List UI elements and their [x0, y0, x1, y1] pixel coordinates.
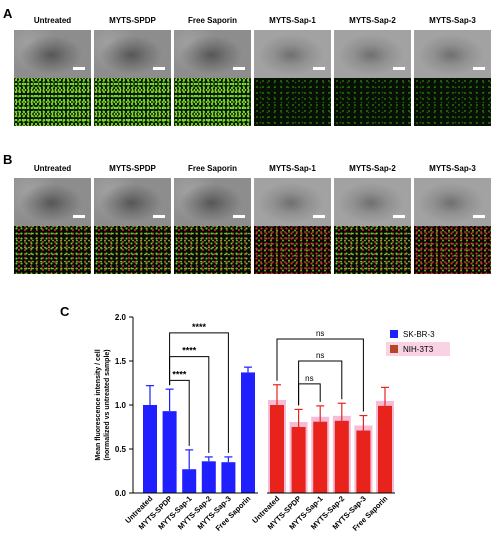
- scale-bar: [313, 215, 325, 218]
- scale-bar: [73, 67, 85, 70]
- micrograph-brightfield: [414, 30, 491, 78]
- panel-b-grid: Untreated MYTS-SPDP Free Saporin MYTS-Sa…: [14, 164, 496, 274]
- panel-b-col-label: MYTS-Sap-1: [269, 164, 316, 173]
- significance-bracket-label: ns: [316, 351, 324, 360]
- micrograph-brightfield: [254, 30, 331, 78]
- bar: [162, 411, 177, 493]
- micrograph-fluorescence: [94, 78, 171, 126]
- significance-bracket: [276, 338, 364, 412]
- scale-bar: [393, 67, 405, 70]
- legend-swatch-nih3t3: [390, 345, 398, 353]
- bar: [313, 421, 328, 493]
- micrograph-brightfield: [334, 30, 411, 78]
- micrograph-fluorescence: [94, 226, 171, 274]
- scale-bar: [313, 67, 325, 70]
- micrograph-fluorescence: [334, 78, 411, 126]
- micrograph-fluorescence: [174, 78, 251, 126]
- significance-bracket: [169, 332, 229, 453]
- scale-bar: [233, 215, 245, 218]
- micrograph-fluorescence: [14, 226, 91, 274]
- bar: [334, 420, 349, 493]
- significance-bracket-label: ****: [172, 369, 187, 379]
- panel-b-col-label: MYTS-Sap-2: [349, 164, 396, 173]
- bar: [182, 469, 197, 493]
- y-tick-label: 1.0: [115, 401, 127, 410]
- scale-bar: [153, 67, 165, 70]
- panel-b-col-label: MYTS-Sap-3: [429, 164, 476, 173]
- scale-bar: [153, 215, 165, 218]
- micrograph-fluorescence: [414, 226, 491, 274]
- significance-bracket-label: ns: [305, 374, 313, 383]
- significance-bracket-label: ****: [192, 322, 207, 332]
- micrograph-fluorescence: [414, 78, 491, 126]
- micrograph-fluorescence: [254, 226, 331, 274]
- micrograph-brightfield: [94, 30, 171, 78]
- micrograph-brightfield: [174, 30, 251, 78]
- y-tick-label: 2.0: [115, 313, 127, 322]
- panel-a-col-label: MYTS-Sap-3: [429, 16, 476, 25]
- panel-a-col-label: MYTS-Sap-2: [349, 16, 396, 25]
- legend-label-nih3t3: NIH-3T3: [403, 345, 434, 354]
- y-axis-label: (normalized vs untreated sample): [104, 349, 111, 460]
- panel-a-col-label: Free Saporin: [188, 16, 237, 25]
- legend-highlight: [386, 342, 450, 356]
- bar: [201, 461, 216, 493]
- micrograph-brightfield: [14, 30, 91, 78]
- y-tick-label: 1.5: [115, 357, 127, 366]
- micrograph-fluorescence: [14, 78, 91, 126]
- bar: [221, 462, 236, 493]
- scale-bar: [473, 215, 485, 218]
- bar: [378, 405, 392, 493]
- panel-a-grid: Untreated MYTS-SPDP Free Saporin MYTS-Sa…: [14, 16, 496, 126]
- micrograph-brightfield: [254, 178, 331, 226]
- micrograph-fluorescence: [334, 226, 411, 274]
- panel-b-header: Untreated MYTS-SPDP Free Saporin MYTS-Sa…: [14, 164, 496, 180]
- panel-b-col-label: Free Saporin: [188, 164, 237, 173]
- significance-bracket: [298, 383, 321, 406]
- panel-a-col-label: MYTS-Sap-1: [269, 16, 316, 25]
- bar: [356, 430, 371, 493]
- micrograph-brightfield: [174, 178, 251, 226]
- micrograph-fluorescence: [174, 226, 251, 274]
- legend-label-skbr3: SK-BR-3: [403, 330, 435, 339]
- y-axis-label: Mean fluorescence intensity / cell: [95, 349, 102, 460]
- significance-bracket-label: ****: [182, 346, 197, 356]
- panel-a-col-label: MYTS-SPDP: [109, 16, 156, 25]
- bar-chart: 0.0 0.5 1.0 1.5 2.0 Mean fluorescence intensi…: [95, 313, 450, 533]
- micrograph-brightfield: [14, 178, 91, 226]
- significance-bracket: [298, 360, 343, 406]
- bar: [291, 427, 306, 493]
- y-tick-label: 0.0: [115, 489, 127, 498]
- panel-b-col-label: Untreated: [33, 164, 72, 173]
- micrograph-brightfield: [94, 178, 171, 226]
- bar: [270, 405, 284, 493]
- bar: [143, 405, 157, 493]
- micrograph-fluorescence: [254, 78, 331, 126]
- significance-bracket-label: ns: [316, 329, 324, 338]
- micrograph-brightfield: [414, 178, 491, 226]
- legend-swatch-skbr3: [390, 330, 398, 338]
- panel-b-label: B: [3, 152, 13, 167]
- scale-bar: [233, 67, 245, 70]
- panel-a-header: Untreated MYTS-SPDP Free Saporin MYTS-Sa…: [14, 16, 496, 32]
- scale-bar: [393, 215, 405, 218]
- panel-b-col-label: MYTS-SPDP: [109, 164, 156, 173]
- panel-a-col-label: Untreated: [33, 16, 72, 25]
- bar: [241, 372, 255, 493]
- panel-a-label: A: [3, 6, 13, 21]
- y-tick-label: 0.5: [115, 445, 127, 454]
- scale-bar: [73, 215, 85, 218]
- scale-bar: [473, 67, 485, 70]
- micrograph-brightfield: [334, 178, 411, 226]
- panel-c-label: C: [60, 304, 70, 319]
